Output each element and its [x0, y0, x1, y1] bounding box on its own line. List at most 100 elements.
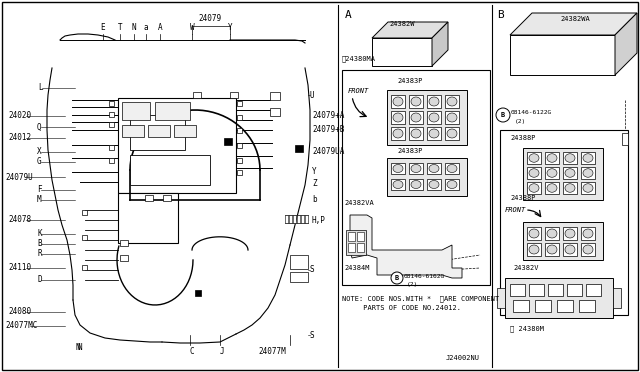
Text: 24382WA: 24382WA	[560, 16, 590, 22]
Text: G: G	[37, 157, 42, 167]
Ellipse shape	[429, 113, 439, 122]
Text: 24012: 24012	[8, 134, 31, 142]
Text: N: N	[132, 23, 136, 32]
Bar	[293, 260, 298, 266]
Text: X: X	[37, 148, 42, 157]
Ellipse shape	[529, 184, 539, 192]
Bar	[557, 300, 573, 312]
Bar	[120, 255, 128, 261]
Bar	[163, 195, 171, 201]
Text: 24388P: 24388P	[510, 135, 536, 141]
Bar	[122, 125, 144, 137]
Circle shape	[391, 272, 403, 284]
Ellipse shape	[429, 97, 439, 106]
Bar	[342, 70, 490, 285]
Bar	[109, 145, 114, 150]
Bar	[305, 215, 308, 223]
Bar	[445, 111, 459, 124]
Ellipse shape	[565, 245, 575, 254]
Ellipse shape	[393, 180, 403, 189]
Text: K: K	[37, 230, 42, 238]
Ellipse shape	[393, 164, 403, 173]
Text: W: W	[189, 23, 195, 32]
Bar	[148, 125, 170, 137]
Bar	[289, 215, 292, 223]
Text: J: J	[220, 346, 225, 356]
Ellipse shape	[447, 97, 457, 106]
Text: S: S	[310, 330, 315, 340]
Bar	[174, 125, 196, 137]
Bar	[290, 272, 308, 282]
Text: B: B	[37, 240, 42, 248]
Bar	[391, 95, 405, 108]
Bar	[120, 240, 128, 246]
Text: NOTE: CODE NOS.WITH *  ※ARE COMPONENT: NOTE: CODE NOS.WITH * ※ARE COMPONENT	[342, 295, 499, 302]
Ellipse shape	[393, 129, 403, 138]
Ellipse shape	[429, 164, 439, 173]
Bar	[563, 243, 577, 256]
Text: a: a	[144, 23, 148, 32]
Text: T: T	[118, 23, 122, 32]
Text: 24384M: 24384M	[344, 265, 369, 271]
Bar	[348, 232, 355, 241]
Text: B: B	[497, 10, 504, 20]
Text: 24079UA: 24079UA	[312, 148, 344, 157]
Bar	[237, 101, 242, 106]
Ellipse shape	[583, 169, 593, 177]
Bar	[122, 102, 150, 120]
Bar	[567, 284, 582, 296]
Bar	[195, 290, 201, 296]
Ellipse shape	[547, 229, 557, 238]
Bar	[301, 215, 304, 223]
Text: N: N	[76, 343, 80, 352]
Text: J24002NU: J24002NU	[446, 355, 480, 361]
Bar	[118, 193, 178, 243]
Bar	[523, 148, 603, 200]
Text: 24382VA: 24382VA	[344, 200, 374, 206]
Text: S: S	[310, 266, 315, 275]
Bar	[445, 179, 459, 190]
Polygon shape	[510, 13, 637, 35]
Ellipse shape	[447, 164, 457, 173]
Ellipse shape	[547, 154, 557, 162]
Bar	[545, 167, 559, 179]
Text: C: C	[190, 346, 195, 356]
Polygon shape	[510, 35, 615, 75]
Ellipse shape	[411, 164, 421, 173]
Circle shape	[496, 108, 510, 122]
Text: M: M	[37, 196, 42, 205]
Ellipse shape	[583, 245, 593, 254]
Text: A: A	[345, 10, 352, 20]
Ellipse shape	[411, 180, 421, 189]
Bar	[527, 152, 541, 164]
Bar	[237, 158, 242, 163]
Ellipse shape	[529, 229, 539, 238]
Text: 24078: 24078	[8, 215, 31, 224]
Text: FRONT: FRONT	[505, 207, 526, 213]
Bar	[579, 300, 595, 312]
Bar	[224, 138, 232, 145]
Bar	[545, 182, 559, 194]
Bar	[155, 102, 190, 120]
Polygon shape	[372, 38, 432, 66]
Bar	[109, 112, 114, 117]
Text: 24388P: 24388P	[510, 195, 536, 201]
Bar	[357, 232, 364, 241]
Bar	[409, 163, 423, 174]
Bar	[427, 163, 441, 174]
Bar	[497, 288, 505, 308]
Text: F: F	[37, 186, 42, 195]
Text: ※ 24380M: ※ 24380M	[510, 325, 544, 331]
Bar	[130, 155, 210, 185]
Bar	[118, 98, 236, 193]
Ellipse shape	[529, 245, 539, 254]
Ellipse shape	[429, 129, 439, 138]
Bar	[130, 115, 185, 150]
Polygon shape	[372, 22, 448, 38]
Text: ※24380MA: ※24380MA	[342, 55, 376, 62]
Text: 24382V: 24382V	[513, 265, 538, 271]
Text: A: A	[157, 23, 163, 32]
Bar	[387, 90, 467, 145]
Ellipse shape	[547, 169, 557, 177]
Bar	[270, 92, 280, 100]
